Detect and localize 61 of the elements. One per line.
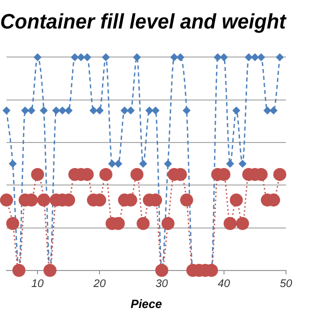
point [139, 160, 148, 168]
point [224, 216, 237, 230]
point [0, 194, 13, 207]
point [182, 106, 191, 114]
point [263, 106, 272, 114]
point [40, 106, 48, 114]
point [238, 160, 247, 168]
point [96, 106, 104, 114]
point [164, 160, 172, 168]
point [250, 53, 259, 62]
x-tick-label: 20 [92, 278, 107, 290]
x-axis-title: Piece [130, 297, 162, 312]
point [8, 160, 17, 168]
point [244, 53, 253, 62]
point [89, 106, 98, 114]
point [180, 194, 194, 207]
point [226, 160, 234, 168]
point [276, 53, 284, 62]
point [34, 53, 42, 62]
x-tick-label: 10 [31, 278, 45, 290]
point [2, 106, 10, 114]
point [214, 53, 222, 62]
point [52, 106, 60, 114]
point [99, 168, 112, 181]
point [236, 216, 250, 230]
point [27, 106, 36, 114]
x-tick-label: 50 [280, 278, 293, 290]
point [270, 106, 278, 114]
point [220, 53, 228, 62]
point [120, 106, 129, 114]
x-tick-label: 40 [218, 278, 231, 290]
x-tick-label: 30 [156, 278, 169, 290]
point [31, 168, 44, 181]
point [273, 168, 286, 181]
point [64, 106, 73, 114]
point [176, 53, 184, 62]
point [83, 53, 92, 62]
point [155, 264, 168, 277]
point [232, 106, 240, 114]
point [37, 194, 50, 207]
point [108, 160, 116, 168]
point [152, 106, 160, 114]
point [6, 216, 20, 230]
point [102, 53, 110, 62]
point [77, 53, 86, 62]
point [58, 106, 66, 114]
point [132, 53, 141, 62]
chart-title: Container fill level and weight [0, 10, 288, 34]
point [12, 264, 26, 277]
point [126, 106, 135, 114]
point [43, 264, 56, 277]
point [170, 53, 178, 62]
point [257, 53, 266, 62]
point [70, 53, 79, 62]
point [230, 194, 243, 207]
point [136, 216, 150, 230]
point [145, 106, 154, 114]
point [130, 168, 144, 181]
point [114, 160, 122, 168]
point [161, 216, 174, 230]
point [21, 106, 30, 114]
